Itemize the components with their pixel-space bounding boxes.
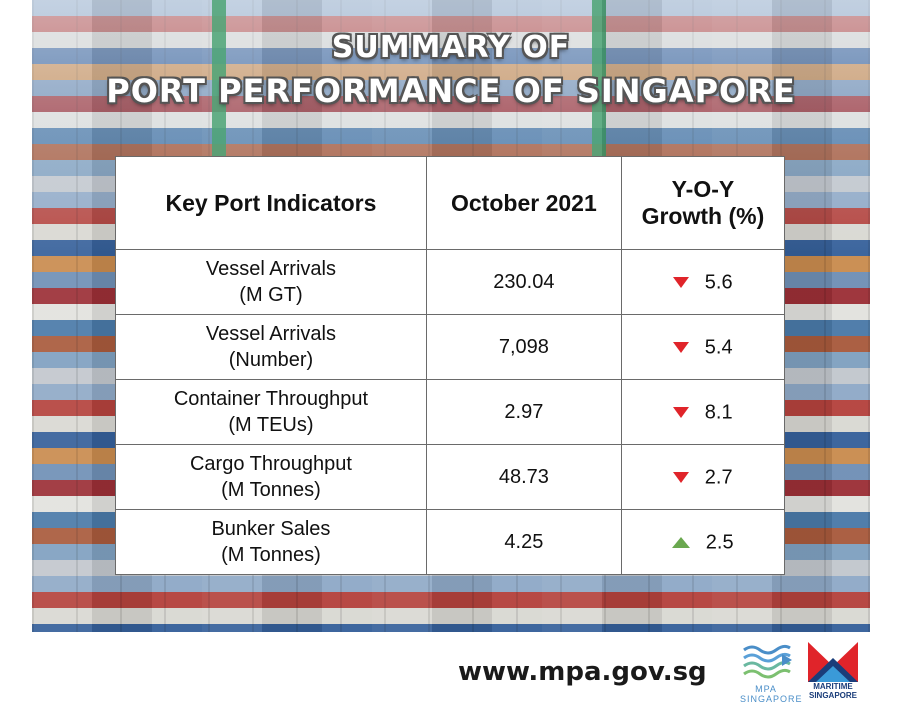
port-indicators-table: Key Port Indicators October 2021 Y-O-Y G… xyxy=(115,156,786,575)
triangle-up-icon xyxy=(672,536,691,548)
growth-cell: 2.5 xyxy=(620,509,786,575)
indicator-name: Bunker Sales xyxy=(211,518,331,540)
indicator-unit: (M Tonnes) xyxy=(221,544,321,566)
indicator-unit: (M TEUs) xyxy=(228,414,314,436)
table-row-cargo-throughput: Cargo Throughput (M Tonnes) 48.73 2.7 xyxy=(115,444,786,510)
triangle-down-icon xyxy=(673,406,690,418)
header-yoy-line1: Y-O-Y xyxy=(671,176,735,202)
value-cell: 7,098 xyxy=(425,314,622,380)
indicator-cell: Container Throughput (M TEUs) xyxy=(115,379,427,445)
website-url[interactable]: www.mpa.gov.sg xyxy=(458,657,707,687)
growth-value: 2.5 xyxy=(705,531,734,554)
table-row-vessel-arrivals-gt: Vessel Arrivals (M GT) 230.04 5.6 xyxy=(115,249,786,315)
table-row-container-throughput: Container Throughput (M TEUs) 2.97 8.1 xyxy=(115,379,786,445)
indicator-name: Vessel Arrivals xyxy=(205,258,336,280)
indicator-cell: Vessel Arrivals (M GT) xyxy=(115,249,427,315)
growth-cell: 5.4 xyxy=(620,314,786,380)
growth-value: 2.7 xyxy=(704,466,733,489)
growth-cell: 8.1 xyxy=(620,379,786,445)
value-cell: 4.25 xyxy=(425,509,622,575)
growth-value: 5.4 xyxy=(704,336,733,359)
table-header-row: Key Port Indicators October 2021 Y-O-Y G… xyxy=(115,156,786,250)
table-row-bunker-sales: Bunker Sales (M Tonnes) 4.25 2.5 xyxy=(115,509,786,575)
indicator-cell: Vessel Arrivals (Number) xyxy=(115,314,427,380)
value-cell: 230.04 xyxy=(425,249,622,315)
header-yoy-line2: Growth (%) xyxy=(641,203,765,229)
triangle-down-icon xyxy=(673,276,690,288)
triangle-down-icon xyxy=(673,471,690,483)
indicator-unit: (Number) xyxy=(228,349,314,371)
maritime-singapore-logo-icon xyxy=(808,642,858,682)
triangle-down-icon xyxy=(673,341,690,353)
growth-cell: 5.6 xyxy=(620,249,786,315)
mpa-logo-text: MPA SINGAPORE xyxy=(740,684,803,704)
indicator-name: Cargo Throughput xyxy=(189,453,352,475)
mpa-wave-logo-icon xyxy=(743,644,792,679)
header-key-port-indicators: Key Port Indicators xyxy=(115,156,427,250)
indicator-cell: Bunker Sales (M Tonnes) xyxy=(115,509,427,575)
value-cell: 48.73 xyxy=(425,444,622,510)
header-yoy-growth: Y-O-Y Growth (%) xyxy=(620,156,786,250)
indicator-unit: (M Tonnes) xyxy=(221,479,321,501)
value-cell: 2.97 xyxy=(425,379,622,445)
maritime-logo-text: MARITIME SINGAPORE xyxy=(808,682,857,700)
growth-cell: 2.7 xyxy=(620,444,786,510)
page-title-line1: SUMMARY OF xyxy=(331,30,571,65)
page-title-line2: PORT PERFORMANCE OF SINGAPORE xyxy=(106,72,796,110)
growth-value: 8.1 xyxy=(704,401,733,424)
indicator-name: Container Throughput xyxy=(173,388,369,410)
table-row-vessel-arrivals-number: Vessel Arrivals (Number) 7,098 5.4 xyxy=(115,314,786,380)
indicator-cell: Cargo Throughput (M Tonnes) xyxy=(115,444,427,510)
growth-value: 5.6 xyxy=(704,271,733,294)
indicator-unit: (M GT) xyxy=(239,284,303,306)
header-period: October 2021 xyxy=(425,156,622,250)
indicator-name: Vessel Arrivals xyxy=(205,323,336,345)
